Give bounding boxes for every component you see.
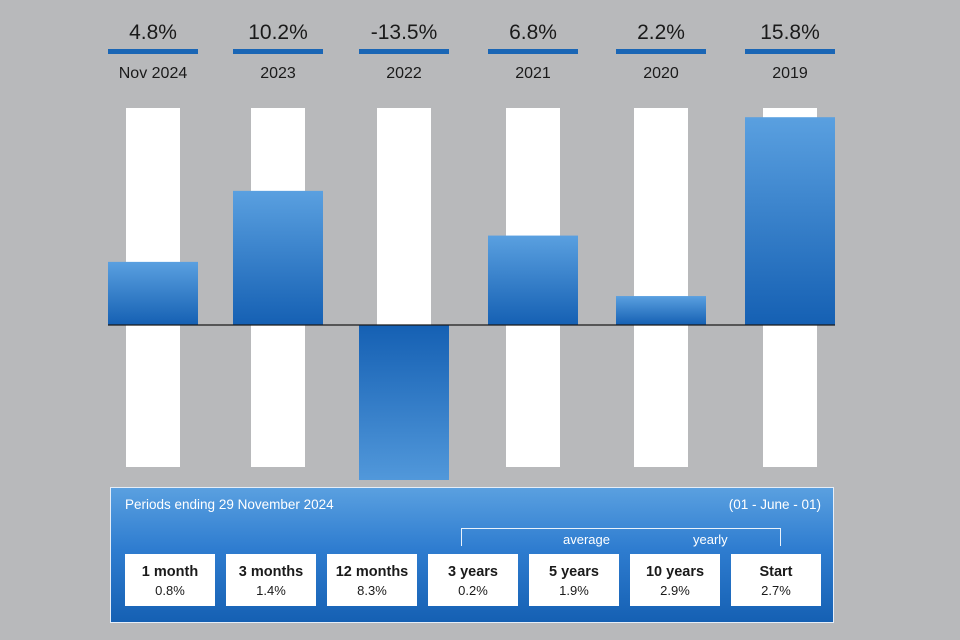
period-value: 2.9%: [660, 583, 690, 598]
value-label: 15.8%: [760, 21, 820, 44]
value-label: 10.2%: [248, 21, 308, 44]
value-label: -13.5%: [371, 21, 438, 44]
header-underline: [359, 49, 449, 54]
period-box-3-months: 3 months 1.4%: [226, 554, 316, 606]
period-label: 3 months: [238, 564, 304, 580]
annual-returns-chart: 4.8% Nov 2024 10.2% 2023 -13.5% 2022 6.8% 2021 2…: [108, 21, 835, 480]
category-label: 2020: [643, 65, 679, 82]
category-label: 2022: [386, 65, 422, 82]
periods-title: Periods ending 29 November 2024: [125, 497, 334, 512]
header-underline: [488, 49, 578, 54]
bar: [233, 190, 323, 325]
header-underline: [616, 49, 706, 54]
period-label: Start: [759, 564, 793, 580]
category-label: Nov 2024: [119, 65, 188, 82]
category-label: 2019: [772, 65, 808, 82]
period-value: 1.9%: [559, 583, 589, 598]
value-label: 6.8%: [509, 21, 557, 44]
average-label: average: [563, 532, 610, 547]
period-box-start: Start 2.7%: [731, 554, 821, 606]
header-underline: [108, 49, 198, 54]
value-label: 2.2%: [637, 21, 685, 44]
period-value: 0.8%: [155, 583, 185, 598]
bar-track: [634, 108, 688, 467]
period-value: 1.4%: [256, 583, 286, 598]
period-box-10-years: 10 years 2.9%: [630, 554, 720, 606]
period-label: 1 month: [141, 564, 199, 580]
bar: [745, 117, 835, 326]
period-value: 8.3%: [357, 583, 387, 598]
period-label: 5 years: [549, 564, 599, 580]
bar: [108, 261, 198, 325]
bar: [616, 296, 706, 325]
periods-summary-panel: Periods ending 29 November 2024 (01 - Ju…: [110, 487, 834, 623]
period-box-5-years: 5 years 1.9%: [529, 554, 619, 606]
header-underline: [233, 49, 323, 54]
category-label: 2023: [260, 65, 296, 82]
value-label: 4.8%: [129, 21, 177, 44]
period-box-3-years: 3 years 0.2%: [428, 554, 518, 606]
period-value: 2.7%: [761, 583, 791, 598]
bar: [359, 325, 449, 480]
period-label: 3 years: [448, 564, 498, 580]
average-yearly-bracket: [461, 528, 781, 546]
period-box-12-months: 12 months 8.3%: [327, 554, 417, 606]
period-label: 12 months: [335, 564, 409, 580]
category-label: 2021: [515, 65, 551, 82]
range-note: (01 - June - 01): [728, 497, 821, 512]
period-value: 0.2%: [458, 583, 488, 598]
header-underline: [745, 49, 835, 54]
period-box-1-month: 1 month 0.8%: [125, 554, 215, 606]
bar: [488, 235, 578, 325]
period-label: 10 years: [645, 564, 705, 580]
yearly-label: yearly: [693, 532, 728, 547]
